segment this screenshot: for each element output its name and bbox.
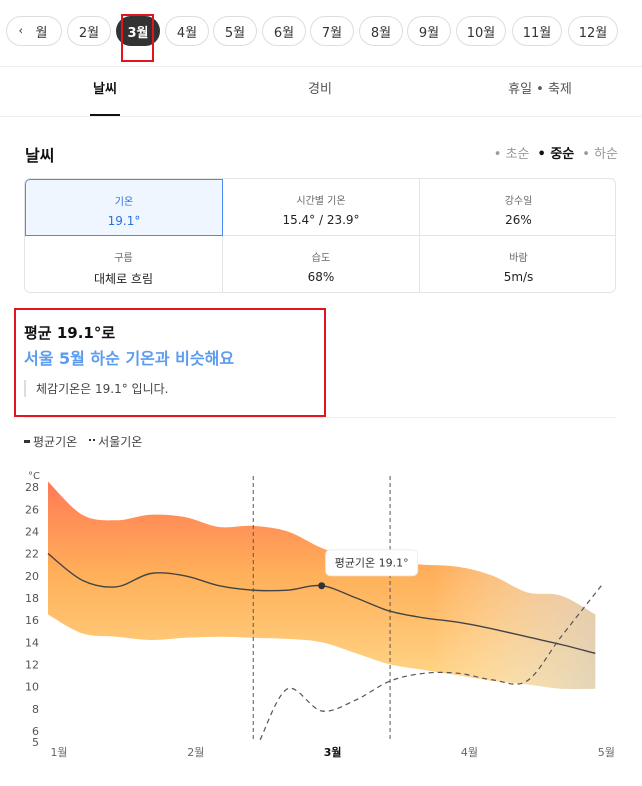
chart-legend: 평균기온 서울기온 (24, 433, 142, 450)
legend-seoul: 서울기온 (89, 433, 142, 450)
stat-label: 바람 (509, 253, 528, 264)
tab-holidays-festivals[interactable]: 휴일 • 축제 (508, 82, 572, 97)
month-selector: ‹ 월 2월 3월 4월 5월 6월 7월 8월 9월 10월 11월 12월 (0, 0, 642, 67)
y-tick-label: 6 (32, 725, 39, 738)
tab-bar: 날씨 경비 휴일 • 축제 (0, 66, 642, 117)
stat-precipitation[interactable]: 강수일 26% (420, 179, 615, 236)
divider (24, 417, 616, 418)
legend-average: 평균기온 (24, 433, 77, 450)
stat-value: 대체로 흐림 (93, 272, 153, 286)
x-tick-label: 2월 (187, 746, 204, 759)
stat-label: 강수일 (504, 196, 533, 207)
period-selector: • 초순 • 중순 • 하순 (494, 143, 618, 162)
summary-feels-like: 체감기온은 19.1° 입니다. (24, 380, 168, 397)
stat-wind[interactable]: 바람 5m/s (420, 236, 615, 292)
temperature-chart: °C 56 8 10 12 14 16 18 20 22 24 26 28 평균기온 19.1° 1월 2… (25, 471, 615, 759)
x-tick-label: 3월 (324, 745, 342, 759)
y-tick-label: 26 (25, 503, 39, 516)
y-tick-label: 5 (32, 736, 39, 749)
y-tick-label: 22 (25, 548, 39, 561)
stat-label: 습도 (311, 253, 331, 264)
summary-comparison: 서울 5월 하순 기온과 비슷해요 (24, 349, 235, 368)
y-tick-label: 18 (25, 592, 39, 605)
stat-clouds[interactable]: 구름 대체로 흐림 (25, 236, 223, 292)
summary-average: 평균 19.1°로 (24, 324, 116, 342)
stat-label: 구름 (114, 253, 133, 264)
dashed-line-icon (89, 439, 96, 444)
active-month-highlight (121, 14, 154, 62)
stat-humidity[interactable]: 습도 68% (223, 236, 420, 292)
y-tick-label: 12 (25, 658, 39, 671)
annotation-text: 평균기온 19.1° (335, 557, 409, 570)
active-tab-underline (90, 114, 120, 116)
section-title: 날씨 (25, 146, 55, 165)
month-1[interactable]: 월 (22, 16, 62, 46)
month-4[interactable]: 4월 (165, 16, 209, 46)
annotation-point (318, 582, 326, 590)
stat-hourly-temperature[interactable]: 시간별 기온 15.4° / 23.9° (223, 179, 420, 236)
annotation-tooltip: 평균기온 19.1° (325, 549, 419, 577)
stat-value: 68% (307, 270, 335, 284)
y-tick-label: 14 (25, 636, 39, 649)
chevron-left-icon: ‹ (18, 23, 24, 39)
seoul-temperature-line (259, 584, 603, 741)
month-5[interactable]: 5월 (213, 16, 257, 46)
month-8[interactable]: 8월 (359, 16, 403, 46)
weather-stats-grid: 기온 19.1° 시간별 기온 15.4° / 23.9° 강수일 26% 구름… (24, 178, 616, 293)
stat-label: 기온 (114, 197, 134, 208)
month-7[interactable]: 7월 (310, 16, 354, 46)
month-10[interactable]: 10월 (456, 16, 506, 46)
stat-value: 15.4° / 23.9° (282, 213, 360, 227)
summary-highlight (14, 308, 326, 417)
tab-weather[interactable]: 날씨 (93, 82, 117, 97)
month-12[interactable]: 12월 (568, 16, 618, 46)
y-tick-label: 20 (25, 570, 39, 583)
period-late[interactable]: • 하순 (582, 147, 618, 162)
period-early[interactable]: • 초순 (493, 147, 530, 162)
month-2[interactable]: 2월 (67, 16, 111, 46)
x-tick-label: 4월 (461, 746, 478, 759)
y-tick-label: 28 (25, 481, 39, 494)
solid-line-icon (24, 440, 30, 443)
month-11[interactable]: 11월 (512, 16, 562, 46)
stat-value: 19.1° (107, 214, 141, 228)
y-tick-label: 10 (25, 681, 39, 694)
tab-expenses[interactable]: 경비 (308, 82, 332, 97)
y-axis-unit: °C (28, 471, 40, 482)
stat-label: 시간별 기온 (296, 196, 346, 207)
stat-temperature[interactable]: 기온 19.1° (25, 179, 223, 236)
y-tick-label: 16 (25, 614, 39, 627)
x-tick-label: 1월 (50, 746, 67, 759)
y-tick-label: 8 (32, 703, 39, 716)
x-tick-label: 5월 (598, 746, 615, 759)
period-mid[interactable]: • 중순 (537, 147, 575, 162)
stat-value: 5m/s (503, 270, 534, 284)
month-9[interactable]: 9월 (407, 16, 451, 46)
month-3[interactable]: 3월 (116, 16, 160, 46)
stat-value: 26% (505, 213, 532, 227)
y-tick-label: 24 (25, 525, 39, 538)
month-6[interactable]: 6월 (262, 16, 306, 46)
